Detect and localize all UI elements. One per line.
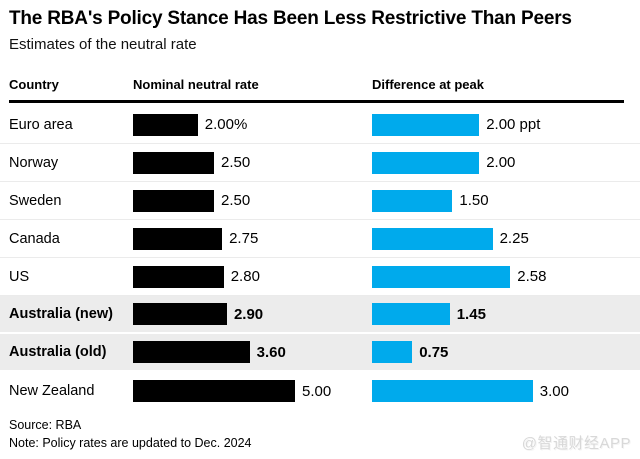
- difference-cell: 2.00: [372, 144, 624, 181]
- chart-footer: Source: RBA Note: Policy rates are updat…: [9, 417, 630, 452]
- table-row-inner: New Zealand 5.00 3.00: [0, 372, 640, 410]
- nominal-rate-cell: 2.75: [133, 220, 372, 257]
- difference-bar: [372, 380, 533, 402]
- difference-cell: 1.45: [372, 296, 624, 332]
- nominal-rate-value: 2.75: [229, 230, 259, 247]
- difference-cell: 2.25: [372, 220, 624, 257]
- table-row: US 2.80 2.58: [0, 258, 640, 296]
- column-header-difference: Difference at peak: [372, 77, 484, 92]
- source-text: Source: RBA: [9, 418, 82, 432]
- country-label: Canada: [9, 230, 60, 247]
- nominal-rate-bar: [133, 189, 214, 212]
- difference-cell: 1.50: [372, 182, 624, 219]
- difference-value: 2.58: [517, 268, 547, 285]
- difference-value: 2.00 ppt: [486, 116, 541, 133]
- nominal-rate-cell: 3.60: [133, 334, 372, 370]
- table-row: Sweden 2.50 1.50: [0, 182, 640, 220]
- nominal-rate-bar: [133, 227, 223, 250]
- country-label: Australia (new): [9, 306, 113, 322]
- country-label: New Zealand: [9, 383, 95, 399]
- table-row-inner: US 2.80 2.58: [0, 258, 640, 295]
- nominal-rate-bar: [133, 380, 295, 402]
- difference-bar: [372, 341, 413, 363]
- nominal-rate-bar: [133, 113, 198, 136]
- table-row: Canada 2.75 2.25: [0, 220, 640, 258]
- nominal-rate-bar: [133, 303, 227, 325]
- difference-value: 0.75: [419, 343, 449, 361]
- nominal-rate-cell: 2.80: [133, 258, 372, 295]
- country-label: US: [9, 268, 30, 285]
- table-row: Australia (new) 2.90 1.45: [0, 296, 640, 334]
- country-label: Australia (old): [9, 344, 107, 360]
- difference-value: 1.45: [456, 305, 486, 323]
- table-row-inner: Canada 2.75 2.25: [0, 220, 640, 257]
- country-label: Sweden: [9, 192, 62, 209]
- table-row-inner: Euro area 2.00% 2.00 ppt: [0, 106, 640, 143]
- nominal-rate-value: 2.80: [230, 268, 260, 285]
- difference-bar: [372, 113, 480, 136]
- nominal-rate-cell: 2.00%: [133, 106, 372, 143]
- difference-value: 2.00: [486, 154, 516, 171]
- difference-cell: 3.00: [372, 372, 624, 410]
- table-row: New Zealand 5.00 3.00: [0, 372, 640, 410]
- nominal-rate-cell: 2.50: [133, 144, 372, 181]
- difference-cell: 2.58: [372, 258, 624, 295]
- table-row: Euro area 2.00% 2.00 ppt: [0, 106, 640, 144]
- table-row-inner: Australia (new) 2.90 1.45: [0, 296, 640, 332]
- table-row-inner: Australia (old) 3.60 0.75: [0, 334, 640, 370]
- nominal-rate-value: 2.50: [221, 154, 251, 171]
- chart-title: The RBA's Policy Stance Has Been Less Re…: [9, 8, 572, 29]
- column-header-nominal-rate: Nominal neutral rate: [133, 77, 259, 92]
- difference-bar: [372, 303, 450, 325]
- difference-cell: 2.00 ppt: [372, 106, 624, 143]
- watermark: @智通财经APP: [521, 435, 631, 452]
- chart-subtitle: Estimates of the neutral rate: [9, 36, 197, 53]
- difference-bar: [372, 189, 453, 212]
- table-row: Australia (old) 3.60 0.75: [0, 334, 640, 372]
- difference-value: 3.00: [539, 382, 569, 400]
- nominal-rate-value: 2.90: [233, 305, 264, 323]
- country-label: Euro area: [9, 116, 73, 133]
- table-header-row: Country Nominal neutral rate Difference …: [9, 77, 624, 103]
- table-row-inner: Sweden 2.50 1.50: [0, 182, 640, 219]
- table-row: Norway 2.50 2.00: [0, 144, 640, 182]
- nominal-rate-cell: 2.50: [133, 182, 372, 219]
- difference-bar: [372, 227, 493, 250]
- difference-cell: 0.75: [372, 334, 624, 370]
- nominal-rate-value: 5.00: [302, 382, 332, 400]
- difference-bar: [372, 151, 480, 174]
- note-text: Note: Policy rates are updated to Dec. 2…: [9, 435, 252, 450]
- nominal-rate-cell: 2.90: [133, 296, 372, 332]
- nominal-rate-value: 2.00%: [204, 116, 248, 133]
- nominal-rate-bar: [133, 265, 224, 288]
- country-label: Norway: [9, 154, 59, 171]
- nominal-rate-cell: 5.00: [133, 372, 372, 410]
- difference-value: 1.50: [459, 192, 489, 209]
- difference-value: 2.25: [499, 230, 529, 247]
- difference-bar: [372, 265, 511, 288]
- table-row-inner: Norway 2.50 2.00: [0, 144, 640, 181]
- nominal-rate-bar: [133, 341, 250, 363]
- table-body: Euro area 2.00% 2.00 ppt Norway 2.50 2.0…: [0, 103, 640, 410]
- column-header-country: Country: [9, 77, 59, 92]
- nominal-rate-value: 2.50: [221, 192, 251, 209]
- nominal-rate-bar: [133, 151, 214, 174]
- nominal-rate-value: 3.60: [256, 343, 286, 361]
